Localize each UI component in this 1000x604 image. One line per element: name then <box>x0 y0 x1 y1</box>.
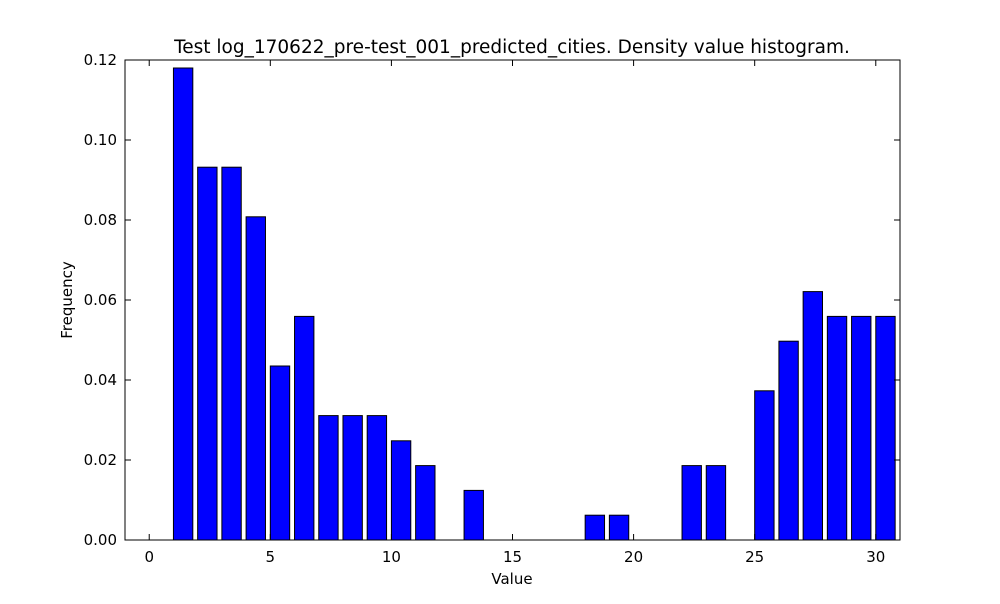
histogram-bar-6 <box>294 315 315 541</box>
histogram-bar-2 <box>197 166 218 541</box>
x-axis-label: Value <box>491 570 532 588</box>
histogram-bar-22 <box>681 465 702 541</box>
histogram-bar-27 <box>802 291 823 541</box>
histogram-bar-23 <box>705 465 727 541</box>
x-tick-label: 0 <box>144 548 154 566</box>
histogram-bar-25 <box>754 390 775 541</box>
y-tick-label: 0.06 <box>84 291 117 309</box>
histogram-bar-18 <box>584 514 606 541</box>
histogram-bar-1 <box>172 67 194 541</box>
x-tick-label: 5 <box>266 548 276 566</box>
histogram-bar-4 <box>245 216 266 541</box>
y-tick-label: 0.04 <box>84 371 117 389</box>
histogram-bar-28 <box>826 315 848 541</box>
x-tick-label: 15 <box>503 548 522 566</box>
y-tick-label: 0.00 <box>84 531 117 549</box>
histogram-bar-7 <box>318 415 339 541</box>
y-axis-label: Frequency <box>58 261 76 339</box>
y-tick-label: 0.12 <box>84 51 117 69</box>
histogram-bar-30 <box>875 315 896 541</box>
histogram-bar-10 <box>390 440 412 541</box>
chart-title: Test log_170622_pre-test_001_predicted_c… <box>173 37 850 58</box>
histogram-bar-29 <box>851 315 872 541</box>
y-tick-label: 0.08 <box>84 211 117 229</box>
x-tick-label: 10 <box>382 548 401 566</box>
histogram-bar-3 <box>221 166 242 541</box>
x-tick-label: 20 <box>624 548 643 566</box>
ticks-layer: 0 5 10 15 20 25 30 0.00 0.02 0.04 0.06 0.08 0.10 0.12 <box>84 51 900 566</box>
histogram-bar-26 <box>778 340 799 541</box>
histogram-bar-13 <box>463 489 484 541</box>
histogram-bar-11 <box>415 465 436 541</box>
histogram-bar-5 <box>269 365 291 541</box>
y-tick-label: 0.02 <box>84 451 117 469</box>
histogram-bar-8 <box>342 415 363 541</box>
x-tick-label: 25 <box>745 548 764 566</box>
histogram-bar-9 <box>366 415 388 541</box>
bars-layer <box>172 67 896 541</box>
histogram-bar-19 <box>608 514 630 541</box>
x-tick-label: 30 <box>866 548 885 566</box>
y-tick-label: 0.10 <box>84 131 117 149</box>
